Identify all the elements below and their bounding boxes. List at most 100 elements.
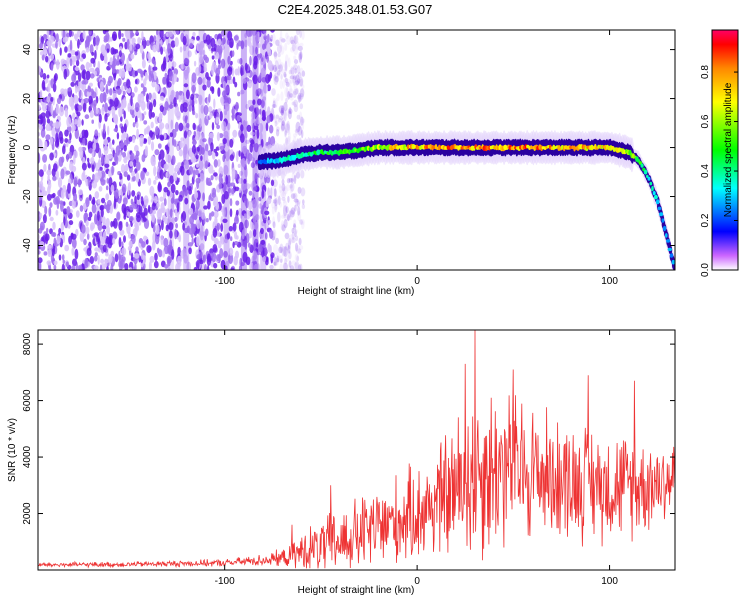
noise-blob [283, 213, 288, 219]
noise-blob [175, 190, 179, 196]
noise-blob [236, 42, 239, 50]
noise-blob [278, 185, 283, 193]
noise-blob [47, 83, 51, 93]
noise-blob [160, 46, 164, 55]
noise-blob [125, 221, 129, 227]
spectrogram-ytick-label: -40 [22, 238, 33, 253]
noise-blob [273, 50, 278, 59]
noise-blob [169, 208, 173, 218]
noise-blob [295, 74, 300, 86]
noise-blob [253, 229, 257, 238]
noise-blob [293, 88, 299, 96]
noise-blob [76, 86, 81, 92]
noise-blob [290, 47, 295, 53]
colorbar-gradient [711, 29, 739, 271]
noise-blob [140, 170, 145, 181]
noise-blob [132, 122, 136, 128]
noise-blob [132, 136, 136, 144]
noise-blob [73, 192, 78, 202]
noise-blob [268, 219, 272, 224]
noise-blob [85, 197, 90, 208]
noise-blob [49, 35, 55, 43]
spectrogram-ytick-label: 40 [22, 44, 33, 56]
noise-blob [126, 87, 131, 94]
noise-blob [220, 96, 225, 104]
noise-blob [114, 253, 119, 263]
noise-blob [63, 68, 68, 80]
noise-blob [276, 44, 283, 54]
noise-blob [250, 139, 255, 145]
noise-blob [276, 126, 280, 132]
noise-blob [206, 76, 211, 82]
ridge-core [649, 181, 653, 186]
noise-blob [247, 99, 253, 105]
noise-blob [215, 202, 219, 211]
noise-blob [52, 221, 56, 231]
noise-blob [295, 30, 300, 36]
noise-blob [70, 96, 75, 106]
snr-ytick-label: 4000 [22, 445, 33, 468]
noise-blob [295, 87, 299, 95]
noise-blob [287, 136, 291, 143]
noise-blob [261, 189, 265, 199]
noise-blob [286, 120, 290, 131]
noise-blob [103, 38, 108, 43]
noise-blob [119, 46, 123, 52]
noise-blob [174, 198, 180, 203]
noise-blob [199, 230, 204, 241]
noise-blob [178, 93, 182, 103]
noise-blob [165, 123, 169, 130]
noise-blob [113, 198, 117, 210]
noise-blob [299, 263, 303, 270]
spectrogram-ytick-label: 0 [22, 144, 33, 150]
noise-blob [62, 145, 66, 155]
noise-blob [296, 199, 301, 205]
noise-blob [163, 163, 169, 171]
noise-blob [245, 198, 249, 209]
noise-blob [225, 85, 230, 94]
noise-blob [289, 95, 294, 101]
noise-blob [176, 106, 180, 112]
snr-line [38, 330, 675, 569]
noise-blob [53, 163, 58, 172]
colorbar-tick-label: 0.0 [700, 263, 711, 277]
noise-blob [101, 153, 104, 164]
noise-blob [100, 208, 104, 218]
noise-blob [229, 208, 233, 218]
noise-blob [286, 178, 291, 184]
noise-blob [57, 177, 63, 188]
noise-blob [39, 42, 43, 50]
noise-blob [246, 30, 252, 38]
colorbar-tick-label: 0.8 [700, 65, 711, 79]
noise-blob [184, 159, 190, 170]
noise-blob [121, 85, 124, 92]
noise-blob [159, 30, 164, 39]
noise-blob [217, 38, 222, 46]
noise-blob [220, 58, 226, 69]
noise-blob [283, 199, 286, 204]
noise-blob [165, 135, 170, 140]
noise-blob [262, 30, 267, 34]
noise-blob [278, 255, 284, 263]
noise-blob [195, 99, 198, 104]
noise-blob [47, 180, 52, 190]
noise-blob [153, 260, 159, 269]
noise-blob [285, 242, 290, 251]
noise-blob [280, 74, 283, 80]
noise-blob [97, 210, 100, 221]
noise-blob [221, 90, 227, 98]
noise-blob [275, 237, 279, 245]
noise-blob [119, 172, 123, 180]
noise-blob [274, 67, 278, 73]
noise-blob [156, 209, 162, 220]
noise-blob [122, 90, 126, 96]
noise-blob [149, 255, 155, 263]
noise-blob [291, 232, 295, 240]
noise-blob [44, 34, 48, 40]
noise-blob [277, 64, 281, 70]
noise-blob [288, 106, 292, 114]
noise-blob [275, 252, 281, 262]
noise-blob [266, 42, 271, 53]
noise-blob [168, 104, 174, 109]
noise-blob [154, 175, 159, 181]
